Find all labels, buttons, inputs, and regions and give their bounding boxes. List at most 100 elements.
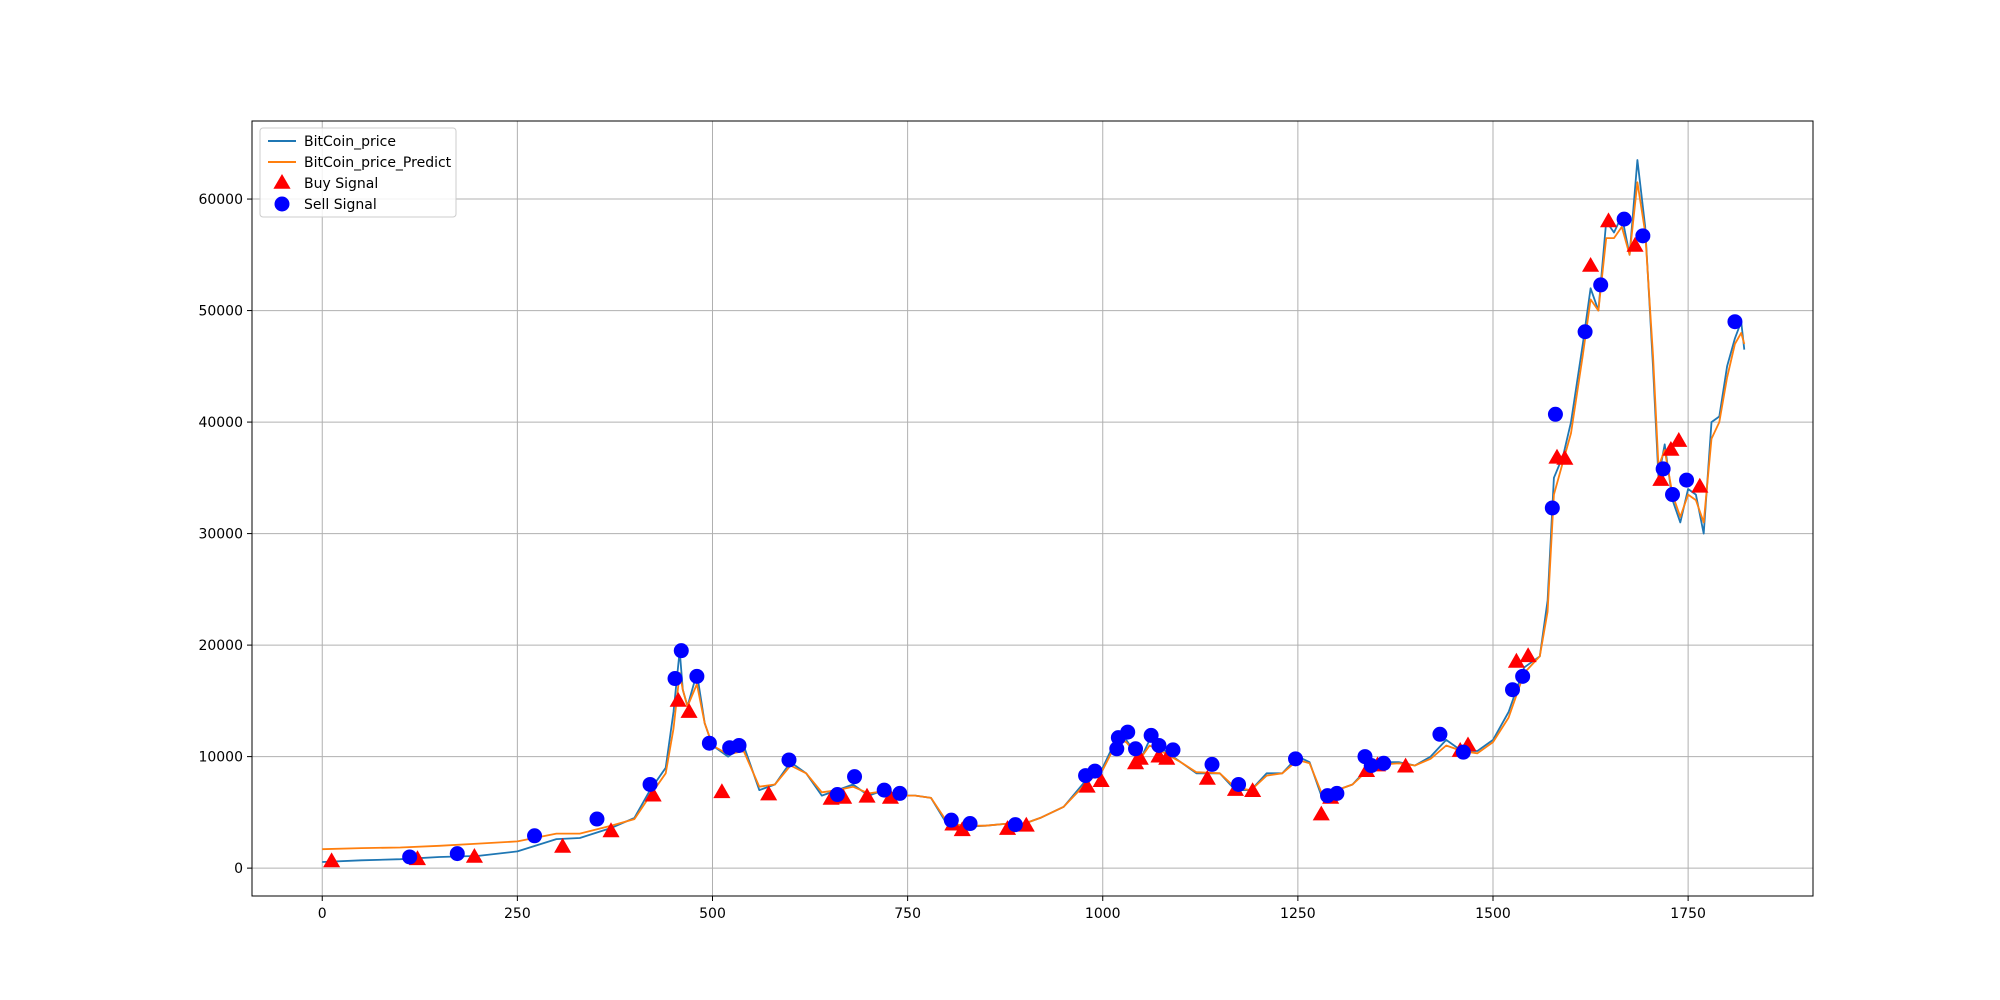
- buy-signal-marker: [669, 691, 687, 707]
- legend-sell-circle-icon: [274, 196, 290, 212]
- sell-signal-marker: [1547, 406, 1563, 422]
- buy-signal-marker: [1600, 212, 1618, 228]
- buy-signal-marker: [1507, 652, 1525, 668]
- sell-signal-marker: [1505, 682, 1521, 698]
- sell-signal-marker: [1120, 724, 1136, 740]
- buy-signal-marker: [1556, 449, 1574, 465]
- legend-buy-triangle-icon: [273, 174, 291, 189]
- plot-frame: [251, 120, 1814, 897]
- sell-signal-marker: [1679, 472, 1695, 488]
- y-tick-label: 50000: [198, 304, 243, 320]
- buy-signal-marker: [953, 821, 971, 837]
- sell-signal-marker: [642, 776, 658, 792]
- sell-signal-marker: [1616, 211, 1632, 227]
- x-tick-label: 1250: [1280, 906, 1316, 922]
- x-tick-label: 500: [699, 906, 726, 922]
- sell-signal-marker: [673, 643, 689, 659]
- grid: [252, 121, 1813, 896]
- buy-signal-marker: [1691, 477, 1709, 493]
- sell-signal-marker: [1593, 277, 1609, 293]
- sell-signal-marker: [1007, 817, 1023, 833]
- buy-signal-marker: [1582, 257, 1600, 272]
- x-tick-label: 1500: [1475, 906, 1511, 922]
- sell-signal-marker: [1151, 737, 1167, 753]
- sell-signal-marker: [667, 671, 683, 687]
- sell-signal-marker: [1432, 726, 1448, 742]
- sell-signal-marker: [1288, 751, 1304, 767]
- legend: BitCoin_price BitCoin_price_Predict Buy …: [259, 127, 457, 218]
- predict-line: [322, 181, 1746, 851]
- buy-signal-marker: [858, 787, 876, 803]
- y-tick-label: 20000: [198, 638, 243, 654]
- buy-signal-marker: [1312, 805, 1330, 821]
- x-tick-label: 0: [318, 906, 327, 922]
- buy-signal-marker: [1662, 441, 1680, 456]
- sell-signal-marker: [781, 752, 797, 768]
- buy-signal-marker: [713, 783, 731, 799]
- series-lines: [322, 159, 1746, 863]
- y-tick-label: 60000: [198, 192, 243, 208]
- buy-signal-marker: [1626, 236, 1644, 252]
- buy-signal-marker: [760, 785, 778, 801]
- buy-signal-marker: [1397, 757, 1415, 773]
- sell-signal-marker: [731, 737, 747, 753]
- y-tick-label: 0: [234, 861, 243, 877]
- sell-signal-marker: [962, 816, 978, 832]
- sell-signal-marker: [1204, 756, 1220, 772]
- sell-signal-marker: [1231, 776, 1247, 792]
- x-tick-label: 250: [504, 906, 531, 922]
- sell-signal-marker: [829, 787, 845, 803]
- signal-markers: [323, 211, 1743, 868]
- sell-signal-marker: [589, 811, 605, 827]
- sell-signal-marker: [1087, 763, 1103, 779]
- sell-signal-marker: [1655, 461, 1671, 477]
- buy-signal-marker: [1198, 769, 1216, 785]
- sell-signal-marker: [527, 828, 543, 844]
- buy-signal-marker: [1652, 471, 1670, 486]
- x-tick-label: 1000: [1085, 906, 1121, 922]
- sell-signal-marker: [1165, 742, 1181, 758]
- sell-signal-marker: [1109, 741, 1125, 757]
- sell-signal-marker: [449, 846, 465, 862]
- buy-signal-marker: [1158, 749, 1176, 765]
- sell-signal-marker: [1665, 487, 1681, 503]
- y-tick-label: 30000: [198, 527, 243, 543]
- legend-box: [259, 127, 457, 218]
- sell-signal-marker: [847, 769, 863, 785]
- buy-signal-marker: [1519, 647, 1537, 663]
- sell-signal-marker: [1376, 755, 1392, 771]
- sell-signal-marker: [1329, 785, 1345, 801]
- sell-signal-marker: [701, 735, 717, 751]
- legend-label-price: BitCoin_price: [304, 134, 396, 150]
- sell-signal-marker: [1128, 741, 1144, 757]
- y-tick-label: 40000: [198, 415, 243, 431]
- sell-signal-marker: [892, 785, 908, 801]
- buy-signal-marker: [1244, 782, 1262, 797]
- sell-signal-marker: [1455, 744, 1471, 760]
- legend-label-buy: Buy Signal: [304, 176, 378, 192]
- buy-signal-marker: [465, 848, 483, 863]
- sell-signal-marker: [1577, 324, 1593, 340]
- sell-signal-marker: [876, 782, 892, 798]
- buy-signal-marker: [644, 786, 662, 802]
- sell-signal-marker: [1635, 228, 1651, 244]
- buy-signal-marker: [881, 788, 899, 804]
- legend-label-sell: Sell Signal: [304, 197, 377, 213]
- sell-signal-marker: [402, 849, 418, 865]
- x-tick-label: 750: [894, 906, 921, 922]
- sell-signal-marker: [689, 668, 705, 684]
- buy-signal-marker: [1078, 777, 1096, 793]
- buy-signal-marker: [1131, 749, 1149, 765]
- legend-label-predict: BitCoin_price_Predict: [304, 155, 452, 171]
- buy-signal-marker: [1092, 772, 1110, 787]
- buy-signal-marker: [680, 703, 698, 718]
- axes: 0 250 500 750 1000 1250 1500 1750 0 10000 20000 300…: [198, 192, 1705, 922]
- sell-signal-marker: [1515, 668, 1531, 684]
- buy-signal-marker: [323, 852, 341, 868]
- sell-signal-marker: [1544, 500, 1560, 516]
- buy-signal-marker: [554, 837, 572, 853]
- x-tick-label: 1750: [1670, 906, 1706, 922]
- buy-signal-marker: [602, 822, 620, 838]
- sell-signal-marker: [1727, 314, 1743, 330]
